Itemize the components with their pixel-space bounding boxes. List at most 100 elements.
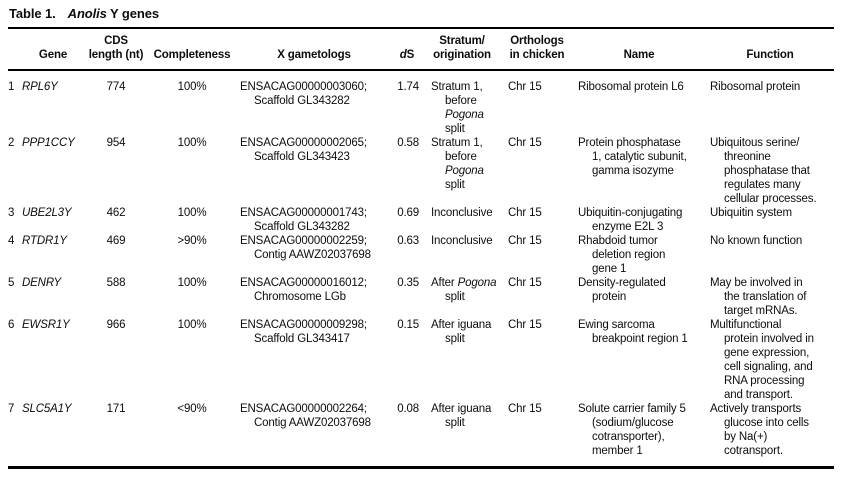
cell-completeness: <90% [177,403,207,415]
col-header-num [8,29,22,71]
table-row: 5 DENRY 588 100% ENSACAG00000016012; Chromoso… [8,276,834,318]
cell-line: split [445,123,465,135]
cell-name: Rhabdoid tumor deletion region gene 1 [572,234,706,276]
cell-x_gametologs: ENSACAG00000002065; Scaffold GL343423 [236,136,392,206]
col-header-completeness: Completeness [148,29,236,71]
cell-line: May be involved in [710,277,803,289]
cell-x_gametologs: ENSACAG00000001743; Scaffold GL343282 [236,206,392,234]
table-caption-label: Table 1. [9,6,56,21]
cell-line: Scaffold GL343423 [254,151,350,163]
cell-stratum: Inconclusive [422,234,502,276]
cell-line: ENSACAG00000003060; [240,81,367,93]
cell-line: After Pogona [431,277,497,289]
cell-stratum: Stratum 1, before Pogona split [422,136,502,206]
cell-line: split [445,291,465,303]
col-header-stratum: Stratum/origination [422,29,502,71]
cell-num: 6 [8,319,15,331]
cell-line: Actively transports [710,403,802,415]
cell-cds: 469 [106,235,126,247]
cell-line: Pogona [445,109,484,121]
cell-ds: 1.74 [397,81,419,93]
cell-num: 1 [8,81,15,93]
cell-line: protein involved in [724,333,814,345]
header-line: Function [746,49,794,61]
cell-line: Contig AAWZ02037698 [254,417,371,429]
cell-line: 1, catalytic subunit, [592,151,687,163]
cell-line: gamma isozyme [592,165,674,177]
cell-orthologs: Chr 15 [508,277,542,289]
header-line: Gene [38,49,68,61]
cell-stratum: After iguana split [422,318,502,402]
cell-gene: EWSR1Y [22,319,70,331]
cell-ds: 0.63 [397,235,419,247]
header-line: Completeness [153,49,231,61]
header-line: origination [433,49,491,61]
cell-completeness: 100% [177,207,207,219]
cell-stratum: After Pogona split [422,276,502,318]
cell-line: Pogona [445,165,484,177]
cell-num: 3 [8,207,15,219]
cell-gene: SLC5A1Y [22,403,72,415]
cell-line: Inconclusive [431,207,493,219]
cell-line: Density-regulated [578,277,666,289]
cell-line: Ribosomal protein L6 [578,81,684,93]
cell-line: Multifunctional [710,319,782,331]
table-header: Gene CDS length (nt) Completeness X gametolo… [8,29,834,71]
anolis-y-genes-table: Gene CDS length (nt) Completeness X gametolo… [8,29,834,469]
cell-line: cotransporter), [592,431,665,443]
cell-cds: 954 [106,137,126,149]
cell-line: ENSACAG00000002264; [240,403,367,415]
col-header-ds: dS [392,29,422,71]
cell-name: Solute carrier family 5 (sodium/glucose co… [572,402,706,468]
cell-line: Ubiquitous serine/ [710,137,800,149]
cell-ds: 0.15 [397,319,419,331]
table-row: 4 RTDR1Y 469 >90% ENSACAG00000002259; Contig … [8,234,834,276]
cell-line: split [445,417,465,429]
cell-name: Density-regulated protein [572,276,706,318]
cell-name: Ubiquitin-conjugating enzyme E2L 3 [572,206,706,234]
cell-ds: 0.69 [397,207,419,219]
cell-orthologs: Chr 15 [508,235,542,247]
cell-cds: 966 [106,319,126,331]
cell-x_gametologs: ENSACAG00000016012; Chromosome LGb [236,276,392,318]
cell-line: and transport. [724,389,793,401]
cell-orthologs: Chr 15 [508,81,542,93]
cell-num: 4 [8,235,15,247]
cell-cds: 171 [106,403,126,415]
cell-line: After iguana [431,403,492,415]
cell-line: Protein phosphatase [578,137,681,149]
cell-line: by Na(+) [724,431,768,443]
cell-name: Ewing sarcoma breakpoint region 1 [572,318,706,402]
cell-line: ENSACAG00000001743; [240,207,367,219]
cell-completeness: >90% [177,235,207,247]
header-line: Stratum/ [439,35,485,47]
cell-num: 2 [8,137,15,149]
cell-line: Ubiquitin system [710,207,792,219]
cell-line: Scaffold GL343282 [254,221,350,233]
col-header-function: Function [706,29,834,71]
cell-line: before [445,95,477,107]
table-row: 7 SLC5A1Y 171 <90% ENSACAG00000002264; Contig… [8,402,834,468]
cell-completeness: 100% [177,137,207,149]
cell-orthologs: Chr 15 [508,207,542,219]
cell-x_gametologs: ENSACAG00000003060; Scaffold GL343282 [236,70,392,136]
header-line: in chicken [509,49,565,61]
cell-line: cellular processes. [724,193,817,205]
cell-line: Solute carrier family 5 [578,403,686,415]
cell-stratum: Stratum 1, before Pogona split [422,70,502,136]
cell-line: Ewing sarcoma [578,319,655,331]
cell-orthologs: Chr 15 [508,319,542,331]
cell-line: phosphatase that [724,165,810,177]
cell-function: Multifunctional protein involved in gene e… [706,318,834,402]
cell-function: Ubiquitin system [706,206,834,234]
cell-ds: 0.08 [397,403,419,415]
cell-line: Stratum 1, [431,81,483,93]
cell-cds: 462 [106,207,126,219]
cell-line: enzyme E2L 3 [592,221,664,233]
cell-line: (sodium/glucose [592,417,674,429]
table-row: 2 PPP1CCY 954 100% ENSACAG00000002065; Scaffo… [8,136,834,206]
cell-gene: DENRY [22,277,62,289]
cell-line: target mRNAs. [724,305,798,317]
cell-x_gametologs: ENSACAG00000002259; Contig AAWZ02037698 [236,234,392,276]
cell-line: Stratum 1, [431,137,483,149]
